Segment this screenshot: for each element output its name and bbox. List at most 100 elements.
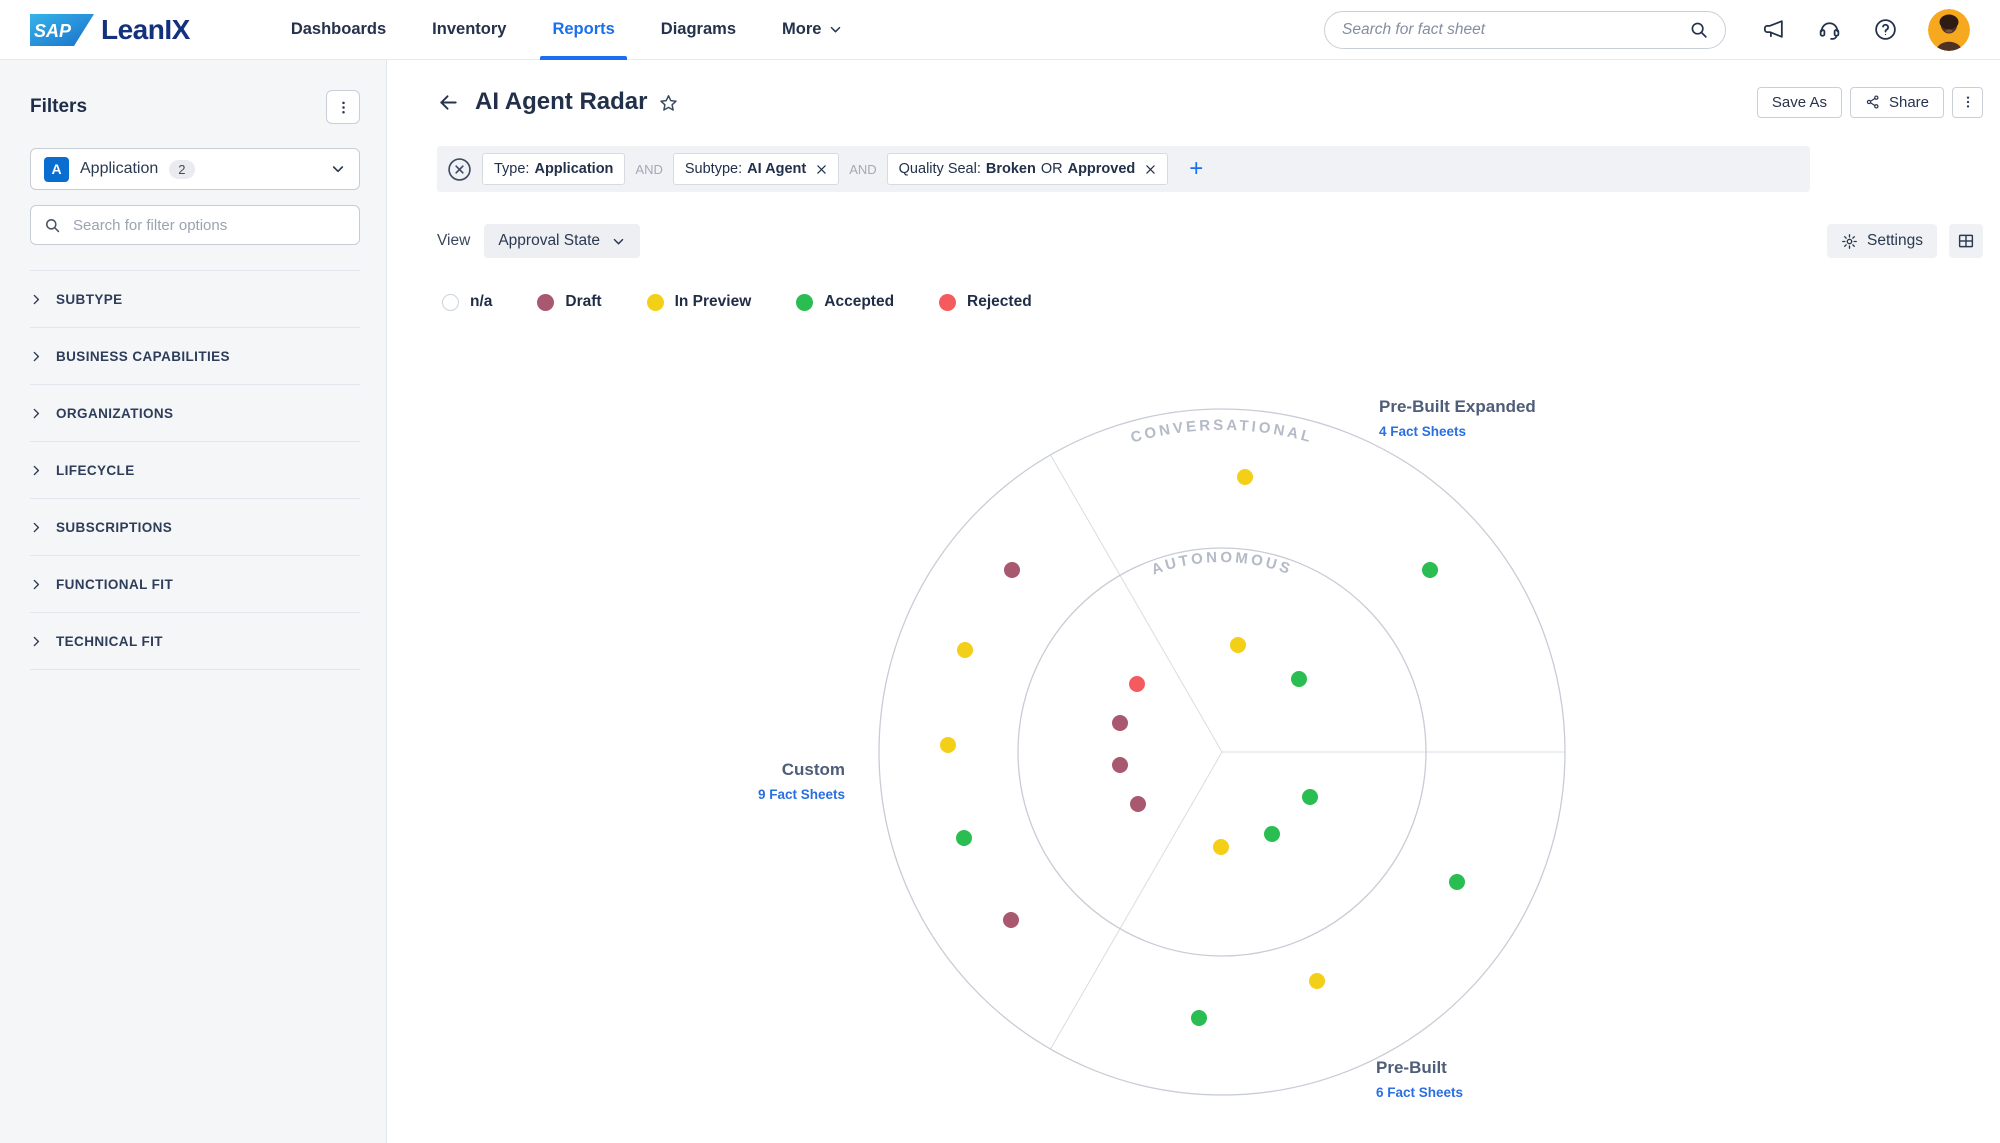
- fact-sheet-dot-rejected[interactable]: [1129, 676, 1145, 692]
- brand-logo[interactable]: SAP LeanIX: [30, 13, 190, 46]
- chevron-right-icon: [30, 578, 43, 591]
- fact-sheet-type-label: Application: [80, 160, 159, 177]
- radar-inner-ring: [1017, 547, 1427, 957]
- leanix-wordmark: LeanIX: [101, 13, 190, 45]
- filter-section-subtype[interactable]: SUBTYPE: [30, 271, 360, 328]
- fact-sheet-search-input[interactable]: [1340, 19, 1688, 40]
- sector-fact-sheets-link[interactable]: 4 Fact Sheets: [1379, 424, 1467, 440]
- save-as-button[interactable]: Save As: [1756, 86, 1842, 118]
- favorite-star-icon[interactable]: [658, 93, 679, 114]
- filter-pill-quality-seal[interactable]: Quality Seal: Broken OR Approved: [886, 153, 1169, 185]
- filter-options-search[interactable]: [30, 205, 360, 245]
- filter-pill-subtype[interactable]: Subtype: AI Agent: [672, 153, 840, 185]
- legend-item-accepted[interactable]: Accepted: [796, 293, 894, 311]
- fact-sheet-dot-accepted[interactable]: [1449, 874, 1465, 890]
- ring-label-autonomous: AUTONOMOUS: [1149, 549, 1295, 579]
- fact-sheet-dot-in-preview[interactable]: [1213, 839, 1229, 855]
- sector-label-pre-built-expanded: Pre-Built Expanded 4 Fact Sheets: [1379, 397, 1536, 440]
- applied-filters-bar: Type: Application AND Subtype: AI Agent AND Qu…: [437, 146, 1810, 192]
- svg-text:SAP: SAP: [34, 21, 72, 41]
- chevron-right-icon: [30, 464, 43, 477]
- view-toolbar: View Approval State Settings: [437, 224, 1983, 258]
- fact-sheet-dot-draft[interactable]: [1004, 562, 1020, 578]
- fact-sheet-dot-draft[interactable]: [1130, 796, 1146, 812]
- radar-sector-divider: [1050, 751, 1223, 1050]
- filter-section-functional-fit[interactable]: FUNCTIONAL FIT: [30, 556, 360, 613]
- nav-item-reports[interactable]: Reports: [540, 0, 628, 60]
- legend-label: In Preview: [674, 293, 752, 310]
- filter-section-business-capabilities[interactable]: BUSINESS CAPABILITIES: [30, 328, 360, 385]
- filter-section-subscriptions[interactable]: SUBSCRIPTIONS: [30, 499, 360, 556]
- remove-filter-icon[interactable]: [816, 164, 827, 175]
- top-nav: SAP LeanIX Dashboards Inventory Reports Dia…: [0, 0, 2000, 60]
- fact-sheet-search[interactable]: [1324, 10, 1726, 49]
- filter-connector: AND: [849, 161, 877, 177]
- report-menu-button[interactable]: [1952, 86, 1983, 118]
- view-label: View: [437, 232, 471, 249]
- legend-dot: [796, 293, 814, 311]
- nav-item-diagrams[interactable]: Diagrams: [660, 20, 736, 38]
- fact-sheet-type-select[interactable]: A Application 2: [30, 148, 360, 190]
- filter-section-technical-fit[interactable]: TECHNICAL FIT: [30, 613, 360, 670]
- filter-sections: SUBTYPE BUSINESS CAPABILITIES ORGANIZATION…: [30, 270, 360, 670]
- nav-item-dashboards[interactable]: Dashboards: [290, 20, 387, 38]
- chevron-down-icon: [330, 161, 346, 177]
- help-icon[interactable]: [1872, 17, 1898, 43]
- filter-pill-type[interactable]: Type: Application: [482, 153, 626, 185]
- announcements-icon[interactable]: [1760, 17, 1786, 43]
- sector-fact-sheets-link[interactable]: 9 Fact Sheets: [757, 787, 845, 803]
- legend-item-n-a[interactable]: n/a: [442, 293, 492, 311]
- nav-item-more[interactable]: More: [773, 0, 852, 60]
- share-icon: [1865, 94, 1881, 110]
- fact-sheet-dot-draft[interactable]: [1112, 757, 1128, 773]
- chevron-right-icon: [30, 350, 43, 363]
- fact-sheet-dot-accepted[interactable]: [1191, 1010, 1207, 1026]
- fact-sheet-dot-draft[interactable]: [1112, 715, 1128, 731]
- gear-icon: [1841, 233, 1858, 250]
- add-filter-button[interactable]: +: [1183, 156, 1209, 182]
- support-headset-icon[interactable]: [1816, 17, 1842, 43]
- back-arrow-icon[interactable]: [437, 91, 460, 114]
- search-icon: [43, 216, 62, 235]
- fact-sheet-dot-accepted[interactable]: [1291, 671, 1307, 687]
- chevron-right-icon: [30, 635, 43, 648]
- settings-button[interactable]: Settings: [1826, 224, 1937, 258]
- legend-dot: [646, 293, 664, 311]
- nav-item-inventory[interactable]: Inventory: [432, 20, 507, 38]
- fact-sheet-dot-accepted[interactable]: [1302, 789, 1318, 805]
- fact-sheet-dot-in-preview[interactable]: [1309, 973, 1325, 989]
- legend-dot: [442, 293, 459, 311]
- chevron-right-icon: [30, 293, 43, 306]
- table-view-icon[interactable]: [1949, 224, 1983, 258]
- user-avatar[interactable]: [1928, 8, 1970, 51]
- legend-item-draft[interactable]: Draft: [537, 293, 602, 311]
- search-icon[interactable]: [1688, 19, 1710, 41]
- view-select[interactable]: Approval State: [484, 224, 641, 258]
- fact-sheet-dot-accepted[interactable]: [956, 830, 972, 846]
- filters-menu-button[interactable]: [326, 90, 360, 124]
- report-content: AI Agent Radar Save As Sh: [388, 60, 2000, 1143]
- sector-fact-sheets-link[interactable]: 6 Fact Sheets: [1376, 1085, 1464, 1101]
- filters-title: Filters: [30, 96, 88, 117]
- ring-label-conversational: CONVERSATIONAL: [1129, 417, 1315, 447]
- fact-sheet-dot-accepted[interactable]: [1264, 826, 1280, 842]
- fact-sheet-dot-in-preview[interactable]: [957, 642, 973, 658]
- fact-sheet-dot-in-preview[interactable]: [1230, 637, 1246, 653]
- legend-item-in-preview[interactable]: In Preview: [646, 293, 752, 311]
- fact-sheet-dot-accepted[interactable]: [1422, 562, 1438, 578]
- share-button[interactable]: Share: [1849, 86, 1944, 118]
- clear-filters-icon[interactable]: [447, 157, 472, 182]
- fact-sheet-dot-in-preview[interactable]: [1237, 469, 1253, 485]
- filter-options-search-input[interactable]: [71, 215, 347, 235]
- report-header: AI Agent Radar Save As Sh: [437, 84, 1983, 120]
- radar-chart[interactable]: CONVERSATIONAL AUTONOMOUS: [388, 60, 2000, 1143]
- fact-sheet-dot-draft[interactable]: [1003, 912, 1019, 928]
- filter-section-lifecycle[interactable]: LIFECYCLE: [30, 442, 360, 499]
- main-menu: Dashboards Inventory Reports Diagrams More: [268, 0, 867, 60]
- remove-filter-icon[interactable]: [1145, 164, 1156, 175]
- legend-item-rejected[interactable]: Rejected: [939, 293, 1032, 311]
- filter-pills: Type: Application AND Subtype: AI Agent AND Qu…: [482, 153, 1169, 185]
- fact-sheet-dot-in-preview[interactable]: [940, 737, 956, 753]
- filter-section-organizations[interactable]: ORGANIZATIONS: [30, 385, 360, 442]
